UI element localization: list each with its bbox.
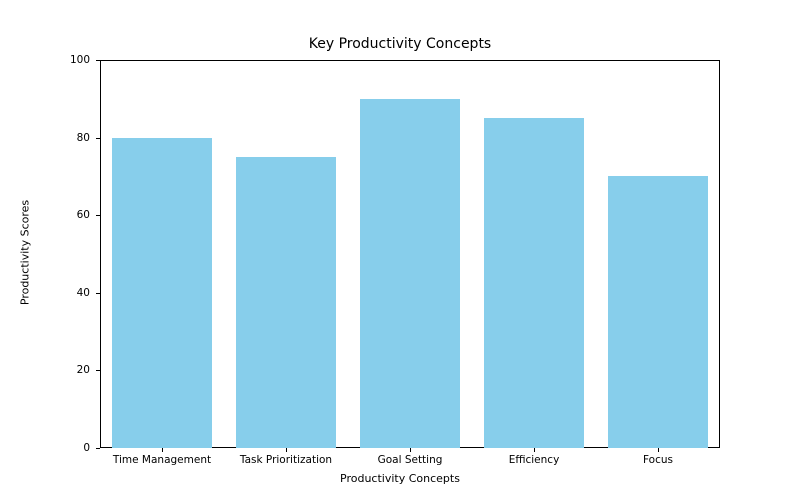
bar — [236, 157, 335, 448]
x-tick-label: Goal Setting — [378, 454, 443, 466]
x-tick-label: Time Management — [113, 454, 211, 466]
y-tick-mark — [96, 60, 100, 61]
y-tick-mark — [96, 293, 100, 294]
y-tick-mark — [96, 215, 100, 216]
x-tick-mark — [534, 448, 535, 452]
y-tick-label: 20 — [0, 364, 90, 376]
x-axis-label: Productivity Concepts — [0, 472, 800, 485]
y-tick-label: 80 — [0, 132, 90, 144]
y-tick-label: 60 — [0, 209, 90, 221]
x-tick-label: Task Prioritization — [240, 454, 332, 466]
y-tick-mark — [96, 370, 100, 371]
bar — [608, 176, 707, 448]
y-tick-mark — [96, 448, 100, 449]
x-tick-mark — [162, 448, 163, 452]
x-tick-label: Focus — [643, 454, 673, 466]
bar — [112, 138, 211, 448]
figure: Key Productivity Concepts Productivity S… — [0, 0, 800, 500]
bar — [360, 99, 459, 448]
y-tick-label: 0 — [0, 442, 90, 454]
x-tick-mark — [286, 448, 287, 452]
x-tick-mark — [658, 448, 659, 452]
bar — [484, 118, 583, 448]
x-tick-mark — [410, 448, 411, 452]
x-tick-label: Efficiency — [509, 454, 560, 466]
y-tick-label: 100 — [0, 54, 90, 66]
chart-title: Key Productivity Concepts — [0, 36, 800, 52]
y-tick-mark — [96, 138, 100, 139]
y-tick-label: 40 — [0, 287, 90, 299]
